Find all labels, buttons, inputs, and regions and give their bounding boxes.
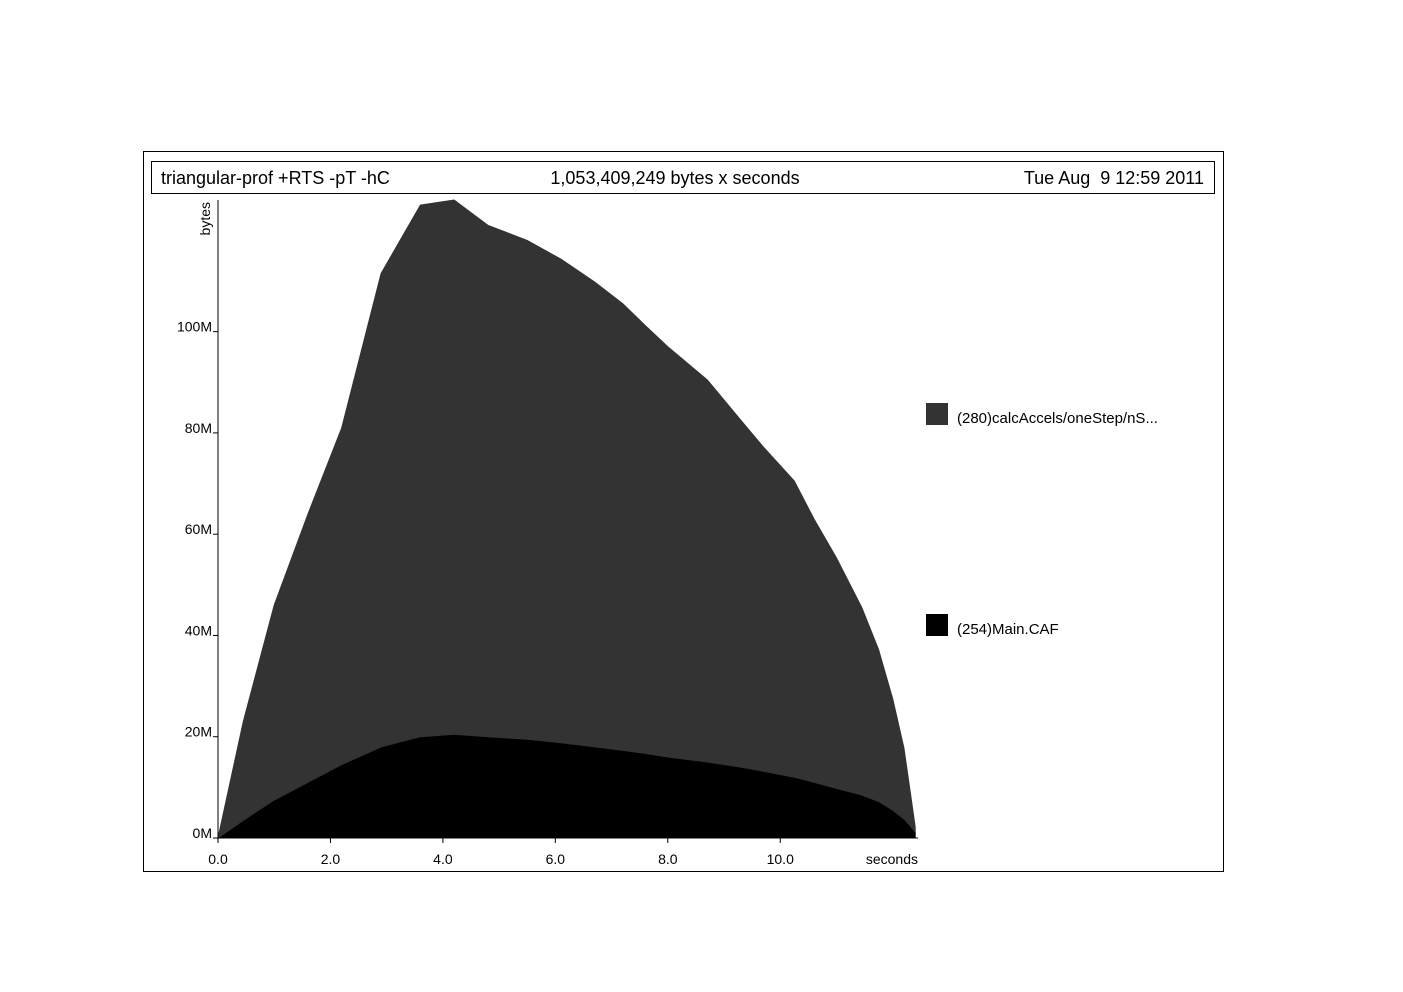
axes-layer: 0.0 2.0 4.0 6.0 8.0 10.0 seconds 0M 20M 40M 60M 80M… (177, 200, 918, 867)
y-tick-label: 60M (185, 521, 212, 537)
y-tick-label: 0M (193, 825, 212, 841)
y-tick-label: 80M (185, 420, 212, 436)
legend-swatch (926, 403, 948, 425)
x-tick-label: 0.0 (208, 851, 228, 867)
x-axis-label: seconds (866, 851, 918, 867)
x-tick-label: 10.0 (767, 851, 794, 867)
y-tick-label: 20M (185, 724, 212, 740)
y-axis-label: bytes (197, 202, 213, 235)
header-box (151, 161, 1215, 194)
legend-label: (280)calcAccels/oneStep/nS... (957, 410, 1158, 427)
x-tick-label: 8.0 (658, 851, 678, 867)
x-tick-label: 6.0 (546, 851, 566, 867)
area-series-1 (217, 199, 916, 840)
x-tick-label: 2.0 (321, 851, 341, 867)
y-tick-label: 40M (185, 622, 212, 638)
legend: (280)calcAccels/oneStep/nS... (254)Main.C… (926, 403, 1158, 638)
areas-layer (216, 199, 916, 840)
header-date: Tue Aug 9 12:59 2011 (1024, 168, 1204, 188)
header-program: triangular-prof +RTS -pT -hC (161, 168, 390, 188)
legend-label: (254)Main.CAF (957, 621, 1059, 638)
legend-swatch (926, 614, 948, 636)
x-tick-label: 4.0 (433, 851, 453, 867)
outer-frame (143, 151, 1224, 872)
header-total: 1,053,409,249 bytes x seconds (550, 168, 799, 188)
y-tick-label: 100M (177, 319, 212, 335)
